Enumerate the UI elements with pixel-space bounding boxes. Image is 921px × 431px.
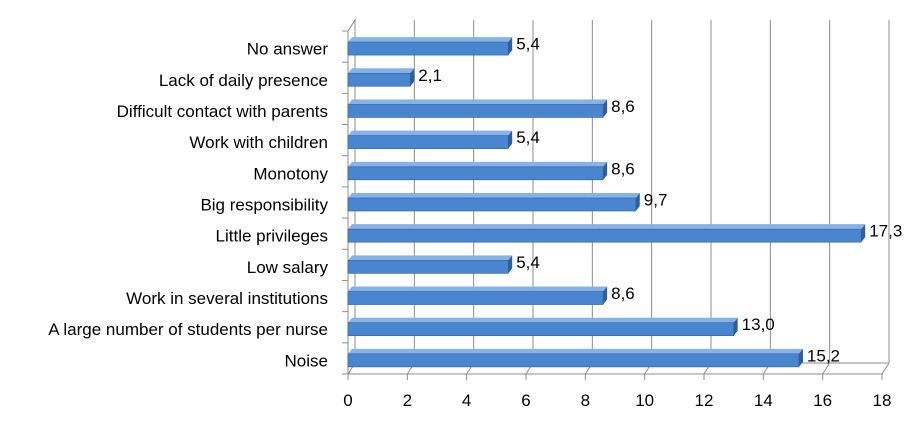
bar-top: [348, 37, 513, 43]
category-label: A large number of students per nurse: [48, 320, 328, 339]
bar: [347, 353, 800, 368]
category-label: Lack of daily presence: [159, 71, 328, 90]
bar: [347, 72, 411, 87]
bar: [347, 291, 604, 305]
bar-end: [635, 193, 640, 211]
category-label: Noise: [285, 351, 328, 370]
x-tick-label: 8: [581, 391, 590, 410]
value-label: 9,7: [644, 191, 668, 210]
x-tick-label: 4: [462, 391, 471, 410]
bar-end: [508, 37, 513, 56]
bar-top: [348, 286, 608, 292]
bar-top: [348, 99, 608, 105]
value-label: 15,2: [807, 346, 840, 365]
bar-end: [861, 224, 866, 243]
x-tick-label: 10: [635, 391, 654, 410]
bar-top: [348, 193, 640, 198]
category-label: No answer: [247, 40, 329, 59]
floor-gridline: [822, 362, 831, 375]
bar-top: [348, 130, 513, 136]
bar-layer: [347, 37, 866, 368]
label-layer: 0 2 4 6 8 10 12 14 16 18 No answer 5,4 Lack of daily…: [48, 35, 902, 410]
bar-end: [603, 99, 608, 118]
category-label: Difficult contact with parents: [117, 102, 328, 121]
category-label: Work with children: [189, 133, 328, 152]
bar-top: [348, 68, 415, 74]
bar-end: [508, 255, 513, 274]
value-label: 8,6: [611, 159, 635, 178]
bar: [347, 197, 637, 212]
bar-end: [603, 286, 608, 305]
bar-top: [348, 161, 608, 167]
category-label: Little privileges: [216, 227, 328, 246]
bar-end: [733, 317, 738, 336]
x-tick-label: 2: [403, 391, 412, 410]
value-label: 13,0: [742, 315, 775, 334]
bar-end: [603, 161, 608, 180]
value-label: 8,6: [611, 284, 635, 303]
bar: [347, 166, 604, 181]
value-label: 5,4: [516, 35, 540, 54]
bar-end: [798, 348, 803, 367]
category-label: Work in several institutions: [126, 289, 328, 308]
bar-end: [508, 130, 513, 149]
x-tick-label: 18: [873, 391, 892, 410]
value-label: 2,1: [418, 66, 442, 85]
bar-end: [410, 68, 415, 87]
value-label: 5,4: [516, 253, 540, 272]
bar: [347, 260, 509, 274]
bar: [347, 135, 509, 149]
x-tick-label: 12: [695, 391, 714, 410]
bar-top: [348, 224, 866, 230]
bar: [347, 41, 509, 56]
x-tick-label: 16: [813, 391, 832, 410]
value-label: 5,4: [516, 128, 540, 147]
bar-top: [348, 255, 513, 261]
category-label: Monotony: [253, 164, 328, 183]
bar-top: [348, 317, 738, 323]
x-tick-label: 0: [343, 391, 352, 410]
bar: [347, 104, 604, 118]
bar: [347, 322, 734, 337]
floor-gridline: [881, 362, 890, 375]
bar: [347, 228, 862, 243]
x-tick-label: 6: [521, 391, 530, 410]
category-label: Big responsibility: [200, 196, 328, 215]
value-label: 17,3: [869, 222, 902, 241]
x-tick-label: 14: [754, 391, 773, 410]
value-label: 8,6: [611, 97, 635, 116]
category-label: Low salary: [247, 258, 329, 277]
bar-top: [348, 348, 803, 354]
